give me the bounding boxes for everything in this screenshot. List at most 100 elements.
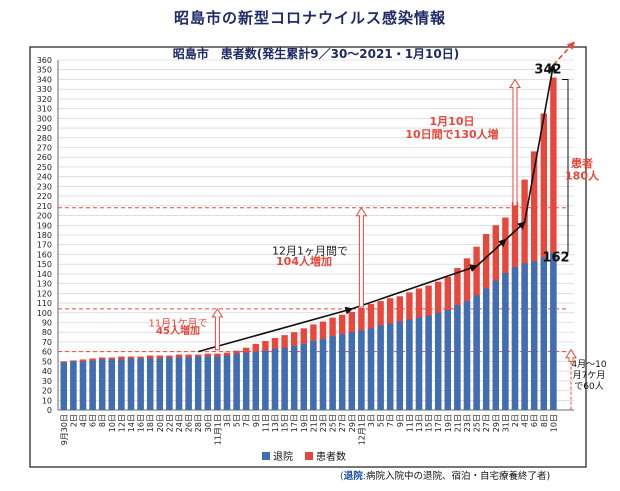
- x-tick-label: 16日: [137, 414, 146, 432]
- y-tick-label: 240: [37, 173, 52, 182]
- x-tick-label: 19日: [444, 414, 453, 432]
- annotation-total-line1: 患者: [571, 156, 593, 170]
- legend-label-recovered: 退院: [273, 450, 293, 463]
- y-tick-label: 140: [37, 270, 52, 279]
- bar-recovered: [166, 357, 173, 410]
- x-tick-label: 25日: [329, 414, 338, 432]
- footnote: (退院:病院入院中の退院、宿泊・自宅療養終了者): [340, 470, 550, 482]
- bar-recovered: [348, 332, 355, 410]
- x-tick-label: 23日: [319, 414, 328, 432]
- bar-recovered: [319, 339, 327, 410]
- x-tick-label: 21日: [453, 414, 462, 432]
- x-tick-label: 19日: [300, 414, 309, 432]
- y-tick-label: 310: [37, 105, 52, 114]
- bar-recovered: [367, 328, 375, 410]
- y-tick-label: 360: [37, 56, 52, 65]
- x-tick-label: 18日: [146, 414, 155, 432]
- x-tick-label: 17日: [434, 414, 443, 432]
- y-tick-label: 120: [37, 289, 52, 298]
- bar-recovered: [387, 323, 394, 410]
- trend-arrow: [197, 306, 354, 353]
- x-tick-label: 27日: [482, 414, 491, 432]
- bar-recovered: [60, 362, 67, 410]
- x-tick-label: 5日: [233, 414, 242, 427]
- bar-recovered: [454, 305, 461, 410]
- trend-extension-arrow: [552, 41, 576, 66]
- trend-arrow: [504, 221, 526, 241]
- x-tick-label: 12日: [117, 414, 126, 432]
- annotation-apr-line2: 月7ケ月: [573, 370, 606, 381]
- y-tick-label: 190: [37, 221, 52, 230]
- y-tick-label: 220: [37, 192, 52, 201]
- bar-recovered: [223, 355, 231, 410]
- trend-arrow: [523, 63, 557, 223]
- legend-swatch-patients: [305, 452, 313, 460]
- jan-increase-arrow: [509, 78, 521, 207]
- x-tick-label: 27日: [338, 414, 347, 432]
- x-tick-label: 10日: [108, 414, 117, 432]
- bar-recovered: [406, 319, 413, 410]
- value-label-162: 162: [542, 250, 569, 265]
- x-tick-label: 24日: [175, 414, 184, 432]
- bar-recovered: [195, 356, 202, 410]
- dec-increase-arrow: [355, 206, 368, 308]
- x-tick-label: 28日: [194, 414, 203, 432]
- x-tick-label: 8日: [540, 414, 549, 427]
- bar-recovered: [492, 280, 499, 410]
- page-title: 昭島市の新型コロナウイルス感染情報: [173, 9, 446, 27]
- bar-recovered: [415, 317, 423, 410]
- bar-recovered: [147, 358, 154, 410]
- bar-recovered: [396, 321, 403, 410]
- x-tick-label: 10日: [549, 414, 558, 432]
- bar-recovered: [483, 288, 490, 410]
- x-tick-label: 6日: [530, 414, 539, 427]
- x-tick-label: 9日: [252, 414, 261, 427]
- y-tick-label: 20: [42, 387, 52, 396]
- x-tick-label: 21日: [309, 414, 318, 432]
- bar-recovered: [233, 353, 240, 410]
- bar-recovered: [377, 325, 384, 410]
- y-tick-label: 80: [42, 328, 52, 337]
- y-tick-label: 130: [37, 280, 52, 289]
- x-tick-label: 3日: [223, 414, 232, 427]
- bar-recovered: [540, 257, 547, 410]
- y-tick-label: 290: [37, 124, 52, 133]
- bar-recovered: [204, 356, 211, 410]
- trend-arrow: [476, 238, 507, 267]
- annotation-nov-line1: 11月1ケ月で: [148, 317, 207, 329]
- x-tick-label: 29日: [348, 414, 357, 432]
- y-tick-label: 40: [42, 367, 52, 376]
- y-tick-label: 340: [37, 75, 52, 84]
- trend-arrow: [351, 264, 479, 310]
- bar-recovered: [463, 301, 471, 410]
- annotation-dec-line1: 12月1ヶ月間で: [272, 244, 348, 257]
- y-tick-label: 170: [37, 241, 52, 250]
- x-tick-label: 4日: [521, 414, 530, 427]
- bar-recovered: [473, 295, 480, 410]
- legend-swatch-recovered: [262, 452, 270, 460]
- y-tick-label: 350: [37, 66, 52, 75]
- y-tick-label: 280: [37, 134, 52, 143]
- bar-recovered: [511, 267, 519, 410]
- y-tick-label: 150: [37, 260, 52, 269]
- x-tick-label: 9日: [396, 414, 405, 427]
- bar-recovered: [99, 359, 106, 410]
- bar-recovered: [502, 272, 509, 410]
- x-tick-label: 31日: [501, 414, 510, 432]
- bar-recovered: [175, 357, 183, 410]
- y-tick-label: 260: [37, 153, 52, 162]
- chart-title: 昭島市 患者数(発生累計9／30〜2021・1月10日): [173, 46, 459, 61]
- annotation-apr-line1: 4月〜10: [571, 359, 606, 370]
- y-tick-label: 100: [37, 309, 52, 318]
- bar-recovered: [79, 361, 87, 410]
- x-tick-label: 11月1日: [213, 414, 222, 445]
- x-tick-label: 29日: [492, 414, 501, 432]
- y-tick-label: 320: [37, 95, 52, 104]
- bar-recovered: [127, 358, 135, 410]
- bar-recovered: [550, 252, 557, 410]
- y-tick-label: 210: [37, 202, 52, 211]
- bar-patients: [550, 77, 557, 410]
- y-tick-label: 200: [37, 212, 52, 221]
- bar-recovered: [108, 359, 115, 410]
